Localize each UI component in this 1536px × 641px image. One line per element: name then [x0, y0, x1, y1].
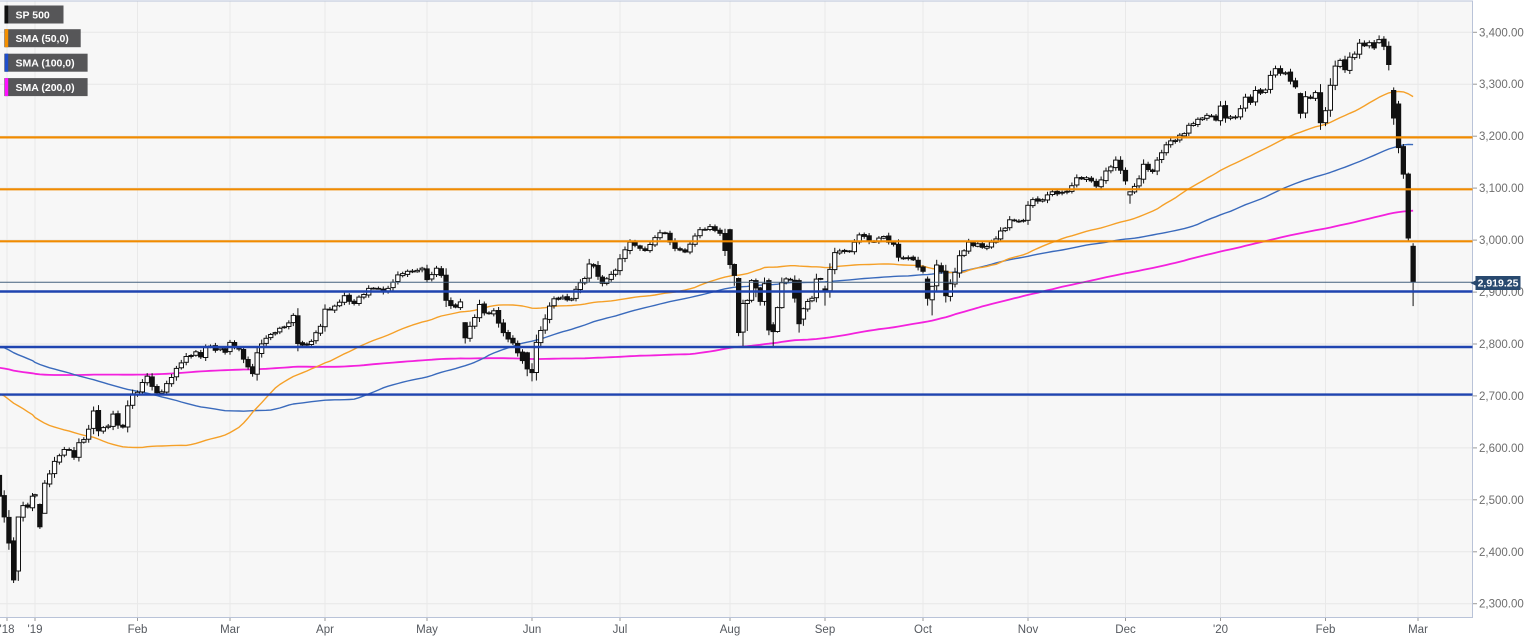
- svg-text:3,100.00: 3,100.00: [1479, 183, 1524, 195]
- svg-text:Nov: Nov: [1018, 624, 1039, 636]
- svg-text:SMA (50,0): SMA (50,0): [16, 33, 69, 45]
- svg-text:2,700.00: 2,700.00: [1479, 391, 1524, 403]
- svg-text:2,600.00: 2,600.00: [1479, 443, 1524, 455]
- svg-text:Dec: Dec: [1115, 624, 1136, 636]
- svg-text:2,900.00: 2,900.00: [1479, 287, 1524, 299]
- svg-text:2,400.00: 2,400.00: [1479, 547, 1524, 559]
- svg-text:Feb: Feb: [128, 624, 148, 636]
- svg-text:Sep: Sep: [815, 624, 835, 636]
- svg-text:2,800.00: 2,800.00: [1479, 339, 1524, 351]
- svg-text:SP 500: SP 500: [16, 10, 50, 22]
- svg-text:SMA (100,0): SMA (100,0): [16, 58, 75, 70]
- svg-text:2,919.25: 2,919.25: [1478, 278, 1519, 290]
- svg-text:Mar: Mar: [1408, 624, 1428, 636]
- svg-text:Oct: Oct: [914, 624, 933, 636]
- svg-text:Feb: Feb: [1316, 624, 1336, 636]
- svg-text:Apr: Apr: [316, 624, 334, 636]
- svg-text:Jun: Jun: [523, 624, 542, 636]
- svg-text:May: May: [416, 624, 438, 636]
- svg-text:Aug: Aug: [720, 624, 740, 636]
- svg-text:Jul: Jul: [613, 624, 628, 636]
- svg-text:'20: '20: [1213, 624, 1228, 636]
- svg-text:3,200.00: 3,200.00: [1479, 131, 1524, 143]
- svg-text:SMA (200,0): SMA (200,0): [16, 82, 75, 94]
- svg-text:'19: '19: [28, 624, 43, 636]
- svg-text:3,400.00: 3,400.00: [1479, 27, 1524, 39]
- svg-text:2,500.00: 2,500.00: [1479, 495, 1524, 507]
- svg-text:2,300.00: 2,300.00: [1479, 599, 1524, 611]
- svg-text:3,000.00: 3,000.00: [1479, 235, 1524, 247]
- svg-text:'18: '18: [0, 624, 15, 636]
- svg-text:3,300.00: 3,300.00: [1479, 79, 1524, 91]
- svg-text:Mar: Mar: [220, 624, 240, 636]
